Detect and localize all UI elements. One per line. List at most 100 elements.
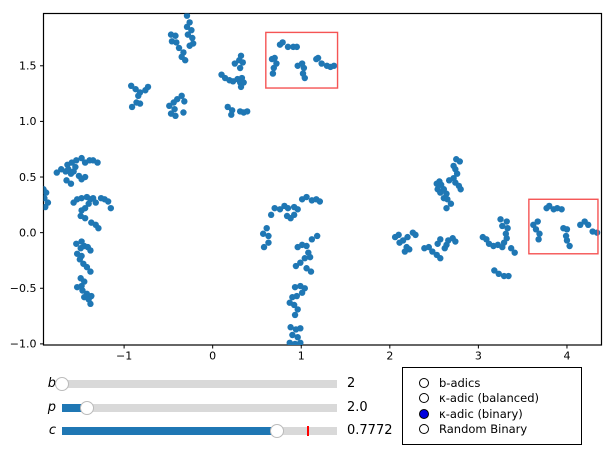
- slider-c-fill: [62, 427, 278, 435]
- scatter-point: [447, 200, 455, 207]
- scatter-point: [87, 247, 94, 254]
- scatter-point: [132, 85, 139, 93]
- scatter-point: [228, 111, 235, 118]
- highlight-box: [265, 31, 339, 89]
- scatter-point: [107, 204, 115, 212]
- x-tick-label: 4: [563, 350, 570, 363]
- scatter-point: [79, 287, 86, 294]
- scatter-point: [294, 206, 301, 213]
- scatter-point: [425, 243, 432, 251]
- scatter-point: [78, 154, 85, 162]
- scatter-point: [265, 239, 272, 246]
- scatter-point: [535, 236, 542, 243]
- scatter-point: [291, 340, 299, 345]
- y-tick-label: −0.5: [10, 282, 37, 295]
- scatter-point: [184, 31, 192, 38]
- legend-label: b-adics: [439, 375, 481, 390]
- scatter-point: [94, 159, 101, 166]
- scatter-point: [83, 263, 91, 271]
- scatter-point: [558, 206, 565, 213]
- scatter-point: [505, 272, 512, 280]
- scatter-point: [186, 42, 193, 49]
- slider-p: p 2.0: [0, 401, 614, 415]
- scatter-point: [270, 64, 277, 72]
- legend-label: κ-adic (binary): [439, 406, 523, 421]
- scatter-point: [291, 283, 299, 291]
- y-tick-label: 0.0: [19, 226, 37, 239]
- scatter-point: [445, 177, 453, 184]
- scatter-point: [73, 157, 80, 164]
- scatter-point: [511, 249, 518, 256]
- scatter-point: [263, 224, 270, 232]
- scatter-point: [495, 270, 502, 278]
- scatter-point: [85, 200, 92, 207]
- scatter-point: [289, 331, 296, 339]
- scatter-point: [536, 230, 543, 237]
- scatter-point: [301, 255, 308, 262]
- scatter-plot: −1 0 1 2 3 4 −1.0 −0.5 0.0 0.5 1.0 1.5: [10, 12, 603, 363]
- scatter-point: [507, 245, 515, 252]
- scatter-point: [294, 306, 301, 313]
- slider-b-handle[interactable]: [55, 377, 69, 391]
- scatter-point: [577, 221, 584, 229]
- scatter-point: [298, 289, 306, 296]
- scatter-point: [395, 231, 402, 239]
- scatter-point: [292, 262, 300, 270]
- scatter-point: [532, 226, 540, 233]
- scatter-point: [182, 57, 189, 64]
- scatter-point: [95, 224, 102, 232]
- scatter-point: [136, 100, 144, 107]
- scatter-point: [314, 54, 322, 62]
- scatter-point: [279, 39, 286, 46]
- scatter-point: [77, 245, 84, 252]
- x-axis-ticks: −1 0 1 2 3 4: [116, 345, 570, 363]
- scatter-point: [563, 237, 571, 244]
- scatter-point: [297, 259, 304, 266]
- scatter-point: [457, 186, 464, 193]
- scatter-point: [300, 64, 308, 72]
- scatter-point: [183, 13, 191, 19]
- y-tick-label: 1.0: [19, 115, 37, 128]
- slider-p-track[interactable]: [62, 401, 337, 415]
- legend: b-adics κ-adic (balanced) κ-adic (binary…: [402, 367, 582, 445]
- scatter-point: [303, 193, 310, 201]
- scatter-point: [491, 267, 498, 274]
- scatter-point: [81, 173, 89, 181]
- scatter-point: [566, 242, 573, 250]
- scatter-point: [73, 283, 81, 291]
- open-circle-marker-icon: [419, 393, 429, 404]
- slider-c-track[interactable]: [62, 424, 337, 438]
- scatter-point: [281, 202, 288, 210]
- scatter-point: [306, 253, 314, 261]
- scatter-point: [244, 108, 251, 115]
- scatter-point: [401, 248, 409, 255]
- x-tick-label: −1: [116, 350, 132, 363]
- axes-frame: [42, 12, 603, 346]
- scatter-point: [497, 216, 504, 223]
- scatter-point: [443, 204, 450, 212]
- scatter-point: [87, 268, 94, 275]
- scatter-point: [500, 272, 508, 280]
- slider-p-handle[interactable]: [79, 401, 94, 415]
- legend-item-kadic-balanced: κ-adic (balanced): [403, 391, 581, 407]
- scatter-point: [290, 301, 298, 309]
- scatter-point: [78, 207, 85, 214]
- scatter-point: [172, 112, 179, 120]
- scatter-point: [404, 233, 411, 241]
- legend-item-random-binary: Random Binary: [403, 422, 581, 438]
- scatter-point: [453, 170, 461, 177]
- legend-item-b-adics: b-adics: [403, 375, 581, 391]
- scatter-point: [181, 98, 188, 105]
- scatter-point: [316, 198, 324, 205]
- scatter-point: [307, 268, 315, 275]
- scatter-point: [188, 26, 195, 34]
- scatter-point: [504, 224, 511, 232]
- scatter-point: [73, 240, 80, 247]
- y-tick-label: −1.0: [10, 338, 37, 351]
- slider-c-handle[interactable]: [270, 424, 285, 438]
- scatter-point: [166, 102, 173, 110]
- slider-b-track[interactable]: [55, 377, 337, 391]
- scatter-point: [534, 218, 541, 225]
- scatter-point: [434, 240, 441, 247]
